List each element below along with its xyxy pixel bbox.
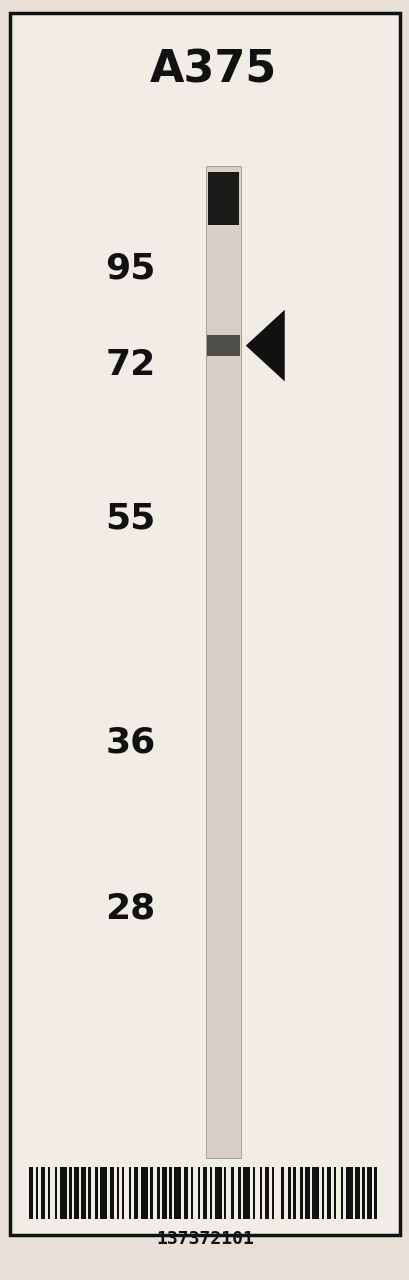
Text: A375: A375 (149, 49, 276, 92)
Text: 137372101: 137372101 (156, 1230, 253, 1248)
Bar (198, 1167, 200, 1219)
Bar (288, 1167, 290, 1219)
Bar (333, 1167, 335, 1219)
Bar (326, 1167, 330, 1219)
Bar (121, 1167, 124, 1219)
Bar (209, 1167, 211, 1219)
Bar (231, 1167, 233, 1219)
Bar (354, 1167, 359, 1219)
Bar (140, 1167, 148, 1219)
Bar (190, 1167, 193, 1219)
Bar (47, 1167, 50, 1219)
Bar (304, 1167, 309, 1219)
Bar (243, 1167, 249, 1219)
Bar (252, 1167, 254, 1219)
Bar (206, 166, 240, 1158)
Bar (117, 1167, 119, 1219)
Text: 72: 72 (105, 348, 155, 381)
Bar (311, 1167, 319, 1219)
Text: 55: 55 (105, 502, 155, 535)
Bar (271, 1167, 274, 1219)
Bar (173, 1167, 181, 1219)
Bar (88, 1167, 90, 1219)
Text: 28: 28 (105, 892, 155, 925)
Bar (169, 1167, 171, 1219)
Bar (264, 1167, 269, 1219)
Bar (36, 1167, 38, 1219)
Bar (55, 1167, 57, 1219)
Polygon shape (245, 310, 284, 381)
Bar (214, 1167, 221, 1219)
Bar (133, 1167, 138, 1219)
Bar (95, 1167, 98, 1219)
Bar (40, 1167, 45, 1219)
Bar (362, 1167, 364, 1219)
Bar (345, 1167, 352, 1219)
Bar (321, 1167, 324, 1219)
Bar (69, 1167, 72, 1219)
Bar (60, 1167, 67, 1219)
Bar (340, 1167, 342, 1219)
Bar (29, 1167, 34, 1219)
Bar (157, 1167, 160, 1219)
Bar (74, 1167, 79, 1219)
Bar (238, 1167, 240, 1219)
Bar (162, 1167, 166, 1219)
Bar (373, 1167, 375, 1219)
Bar (281, 1167, 283, 1219)
Bar (128, 1167, 131, 1219)
Bar (100, 1167, 107, 1219)
Bar (208, 172, 238, 225)
Text: 36: 36 (105, 726, 155, 759)
Bar (299, 1167, 302, 1219)
Bar (292, 1167, 295, 1219)
Text: 95: 95 (105, 252, 155, 285)
Bar (259, 1167, 261, 1219)
Bar (366, 1167, 371, 1219)
Bar (223, 1167, 226, 1219)
Bar (202, 1167, 207, 1219)
Bar (110, 1167, 114, 1219)
Bar (207, 335, 239, 356)
Bar (183, 1167, 188, 1219)
Bar (81, 1167, 85, 1219)
Bar (150, 1167, 152, 1219)
